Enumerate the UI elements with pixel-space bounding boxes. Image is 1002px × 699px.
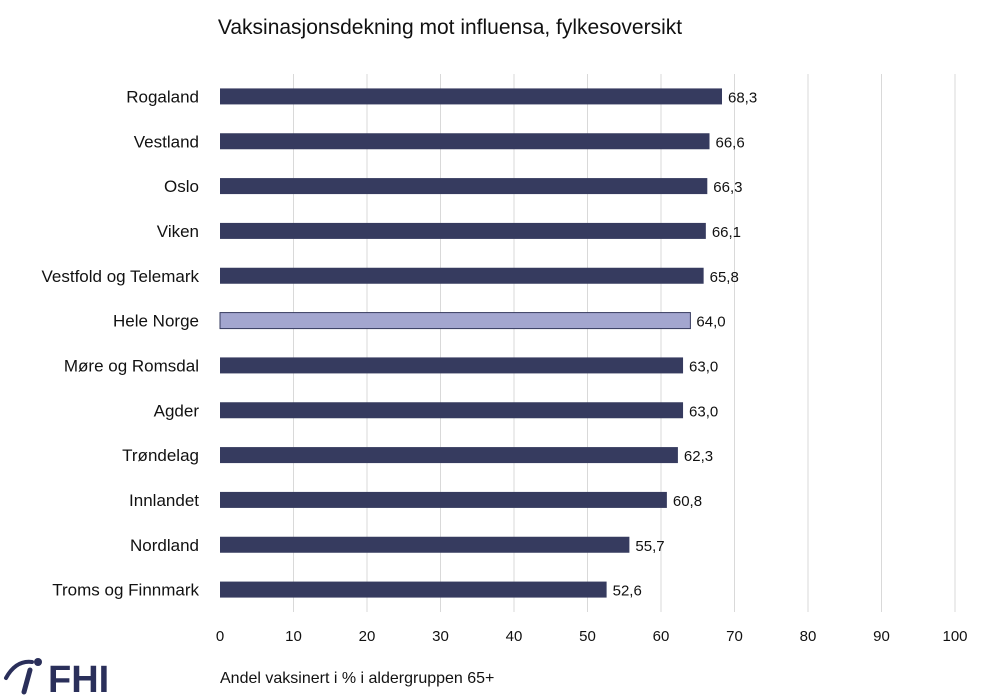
value-label: 62,3 <box>684 448 713 465</box>
value-label: 60,8 <box>673 493 702 510</box>
bar <box>220 222 706 239</box>
bar <box>219 312 691 330</box>
chart-title: Vaksinasjonsdekning mot influensa, fylke… <box>218 16 682 39</box>
x-tick-label: 30 <box>432 628 449 645</box>
x-tick-label: 50 <box>579 628 596 645</box>
x-tick-label: 60 <box>653 628 670 645</box>
bar <box>220 491 667 508</box>
value-label: 63,0 <box>689 403 718 420</box>
value-label: 68,3 <box>728 89 757 106</box>
category-label: Vestland <box>134 132 199 151</box>
value-labels: 68,3 66,6 66,3 66,1 65,8 64,0 63,0 63,0 62,3 60,8… <box>613 89 758 599</box>
x-tick-label: 40 <box>506 628 523 645</box>
bar <box>220 536 630 553</box>
fhi-logo-mark-icon <box>4 658 42 695</box>
bar <box>220 402 684 419</box>
bar <box>220 267 704 284</box>
category-label: Viken <box>157 222 199 241</box>
category-label: Innlandet <box>129 491 199 510</box>
bar <box>220 581 607 598</box>
bar <box>220 447 678 464</box>
category-label: Troms og Finnmark <box>52 581 199 600</box>
x-tick-label: 90 <box>873 628 890 645</box>
value-label: 64,0 <box>696 314 725 331</box>
x-tick-label: 0 <box>216 628 224 645</box>
x-tick-label: 70 <box>726 628 743 645</box>
x-axis-title: Andel vaksinert i % i aldergruppen 65+ <box>220 670 494 687</box>
bar <box>220 178 708 195</box>
bar <box>220 133 710 150</box>
bar <box>220 88 723 105</box>
value-label: 66,6 <box>716 134 745 151</box>
category-label: Møre og Romsdal <box>64 356 199 375</box>
category-labels: Rogaland Vestland Oslo Viken Vestfold og Tel… <box>42 87 200 599</box>
x-tick-label: 20 <box>359 628 376 645</box>
fhi-logo: FHI <box>4 658 109 695</box>
category-label: Vestfold og Telemark <box>42 267 200 286</box>
value-label: 55,7 <box>635 538 664 555</box>
category-label: Oslo <box>164 177 199 196</box>
value-label: 66,1 <box>712 224 741 241</box>
gridlines <box>293 74 956 612</box>
bar <box>220 357 684 374</box>
x-tick-label: 10 <box>285 628 302 645</box>
category-label: Hele Norge <box>113 312 199 331</box>
x-tick-labels: 0 10 20 30 40 50 60 70 80 90 100 <box>216 628 968 645</box>
x-tick-label: 80 <box>800 628 817 645</box>
value-label: 65,8 <box>710 269 739 286</box>
x-tick-label: 100 <box>942 628 967 645</box>
category-label: Rogaland <box>126 87 199 106</box>
category-label: Nordland <box>130 536 199 555</box>
category-label: Agder <box>154 401 200 420</box>
value-label: 66,3 <box>713 179 742 196</box>
fhi-logo-text: FHI <box>48 659 109 695</box>
value-label: 52,6 <box>613 583 642 600</box>
bars <box>219 88 723 598</box>
value-label: 63,0 <box>689 358 718 375</box>
category-label: Trøndelag <box>122 446 199 465</box>
